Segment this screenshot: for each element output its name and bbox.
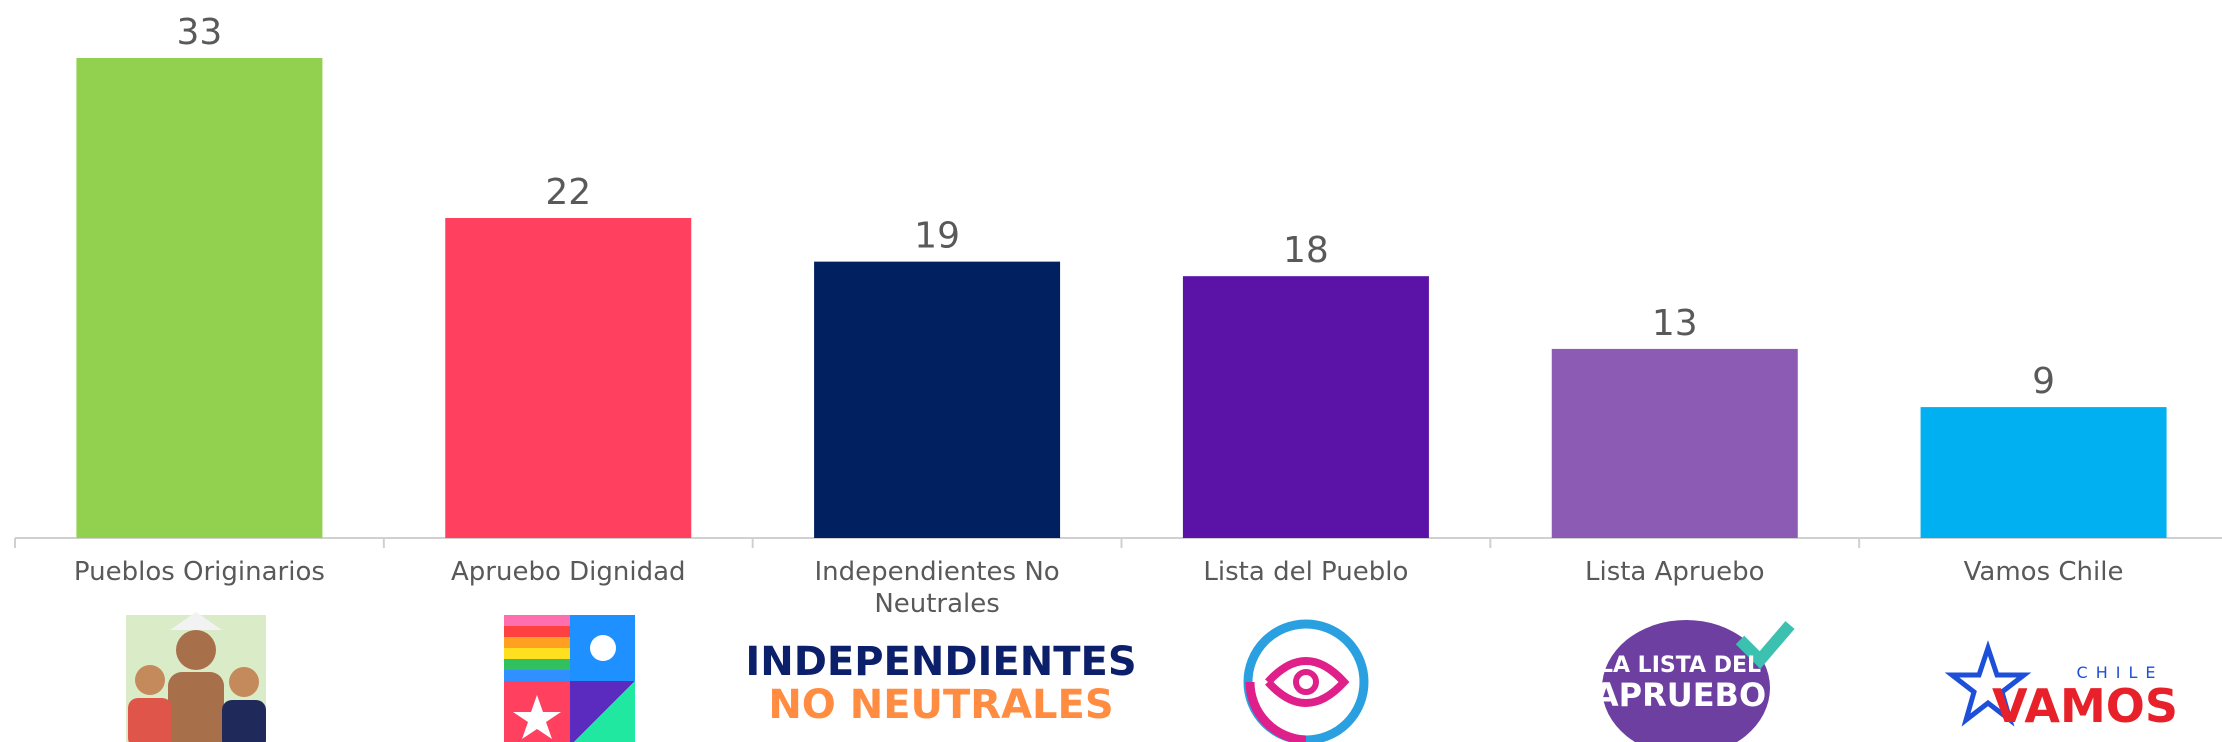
x-tick-label: Vamos Chile xyxy=(1963,557,2124,587)
logo-text: LA LISTA DEL xyxy=(1599,653,1761,678)
bar xyxy=(445,218,692,538)
x-tick-label: Pueblos Originarios xyxy=(73,557,325,587)
data-label: 18 xyxy=(1283,230,1329,271)
logo-text: CHILE xyxy=(2077,663,2164,682)
bar xyxy=(814,261,1061,538)
logo-text: APRUEBO xyxy=(1594,676,1766,714)
x-tick-label: Apruebo Dignidad xyxy=(450,557,686,587)
x-tick-label: Independientes No Neutrales xyxy=(814,557,1060,619)
x-tick-label: Lista del Pueblo xyxy=(1203,557,1409,587)
logo-text: INDEPENDIENTES xyxy=(745,639,1136,685)
data-label: 33 xyxy=(177,12,223,53)
data-label: 19 xyxy=(914,216,960,257)
data-label: 22 xyxy=(545,172,591,213)
bar xyxy=(76,58,323,538)
bar xyxy=(1920,407,2167,538)
bar xyxy=(1551,348,1798,538)
logo-text: NO NEUTRALES xyxy=(768,682,1113,728)
data-label: 9 xyxy=(2032,361,2055,402)
logo-apruebo-dignidad xyxy=(504,615,635,742)
logo-lista-pueblo xyxy=(1243,619,1369,742)
logo-text: VAMOS xyxy=(1992,679,2178,733)
logo-vamos: CHILE VAMOS xyxy=(1944,640,2178,733)
x-tick-label: Lista Apruebo xyxy=(1584,557,1765,587)
logo-pueblos xyxy=(126,612,266,742)
bar xyxy=(1182,276,1429,538)
data-label: 13 xyxy=(1652,303,1698,344)
logo-lista-apruebo: LA LISTA DEL APRUEBO xyxy=(1594,620,1795,742)
